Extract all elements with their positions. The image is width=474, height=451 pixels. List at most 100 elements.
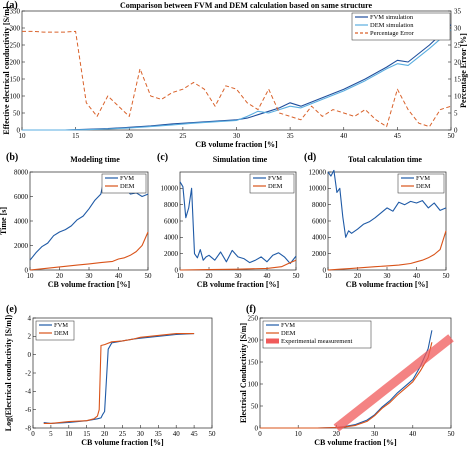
- legend-box: [262, 320, 372, 349]
- y-tick-label: 10000: [309, 185, 327, 193]
- x-axis-label: CB volume fraction [%]: [346, 280, 429, 289]
- panel-label: (c): [157, 152, 168, 163]
- legend-entry: FVM: [281, 322, 295, 329]
- y-tick-label: 4000: [14, 217, 29, 225]
- x-axis-label: CB volume fraction [%]: [314, 438, 397, 447]
- x-tick-label: 25: [179, 132, 187, 140]
- y-tick-label: 2: [28, 333, 32, 341]
- series-line-fvm: [327, 169, 447, 238]
- y-tick-label: 2000: [14, 242, 29, 250]
- y-tick-label: 4000: [164, 234, 179, 242]
- x-tick-label: 15: [72, 132, 80, 140]
- legend-entry: DEM: [281, 330, 296, 337]
- chart-title: Total calculation time: [348, 155, 422, 164]
- x-tick-label: 50: [209, 430, 217, 438]
- y-tick-label: 0: [17, 126, 21, 134]
- y-tick-label: -6: [25, 406, 31, 414]
- x-axis-label: CB volume fraction [%]: [48, 280, 131, 289]
- x-tick-label: 35: [287, 132, 295, 140]
- x-tick-label: 40: [173, 430, 181, 438]
- x-tick-label: 50: [448, 132, 456, 140]
- legend-entry: Percentage Error: [370, 30, 415, 37]
- x-axis-label: CB volume fraction [%]: [197, 280, 280, 289]
- y-tick-label: 250: [10, 41, 21, 49]
- x-tick-label: 40: [340, 132, 348, 140]
- x-tick-label: 40: [409, 430, 417, 438]
- y-tick-label: 50: [251, 402, 259, 410]
- panel-label: (f): [246, 304, 256, 315]
- y-tick-label: 150: [248, 358, 259, 366]
- y-tick-label: 100: [248, 380, 259, 388]
- x-tick-label: 30: [384, 272, 392, 280]
- series-line-dem: [43, 333, 195, 424]
- y-tick-label: 8000: [14, 168, 29, 176]
- legend-box: [35, 320, 75, 341]
- x-tick-label: 40: [413, 272, 421, 280]
- panel-label: (d): [304, 152, 316, 163]
- x-tick-label: 20: [333, 430, 341, 438]
- series-line-dem-simulation: [22, 29, 452, 131]
- panel-label: (e): [6, 304, 17, 315]
- y-right-tick-label: 20: [454, 58, 462, 66]
- y-axis-label: Effective electrical conductivity [S/m]: [2, 6, 11, 135]
- y-tick-label: -8: [25, 424, 31, 432]
- y-tick-label: 8000: [164, 201, 179, 209]
- y-tick-label: 6000: [312, 217, 327, 225]
- x-tick-label: 10: [19, 132, 27, 140]
- x-tick-label: 50: [145, 272, 153, 280]
- x-tick-label: 25: [119, 430, 127, 438]
- x-tick-label: 10: [65, 430, 73, 438]
- legend-box: [249, 173, 295, 194]
- y-tick-label: 0: [25, 266, 29, 274]
- y-tick-label: 4: [28, 314, 32, 322]
- legend-entry: DEM: [416, 183, 431, 190]
- x-tick-label: 50: [448, 430, 456, 438]
- series-line-fvm: [179, 181, 297, 265]
- x-tick-label: 20: [126, 132, 134, 140]
- y-tick-label: 6000: [164, 217, 179, 225]
- series-line-experimental-measurement: [333, 334, 454, 432]
- y-tick-label: 10000: [161, 185, 179, 193]
- x-tick-label: 0: [258, 430, 262, 438]
- y-tick-label: 2000: [312, 250, 327, 258]
- y-tick-label: 50: [13, 109, 21, 117]
- legend-entry: DEM: [54, 330, 69, 337]
- x-tick-label: 20: [101, 430, 109, 438]
- y-right-axis-label: Percentage Error [%]: [459, 33, 468, 108]
- x-tick-label: 35: [155, 430, 163, 438]
- x-tick-label: 15: [83, 430, 91, 438]
- chart-title: Comparison between FVM and DEM calculati…: [120, 1, 373, 10]
- y-tick-label: 200: [10, 58, 21, 66]
- panel-label: (a): [6, 0, 18, 11]
- y-axis-label: Log(Electrical conductivity [S/m]): [4, 314, 13, 431]
- legend-entry: FVM: [120, 175, 134, 182]
- y-tick-label: 150: [10, 75, 21, 83]
- y-right-tick-label: 5: [454, 109, 458, 117]
- x-tick-label: 50: [293, 272, 301, 280]
- y-right-tick-label: 0: [454, 126, 458, 134]
- y-tick-label: 350: [10, 7, 21, 15]
- legend-entry: FVM: [268, 175, 282, 182]
- series-line-dem: [179, 259, 297, 271]
- series-line-percentage-error: [22, 30, 452, 128]
- x-tick-label: 30: [233, 132, 241, 140]
- y-tick-label: -2: [25, 369, 31, 377]
- y-tick-label: 250: [248, 314, 259, 322]
- x-tick-label: 40: [264, 272, 272, 280]
- y-tick-label: 4000: [312, 234, 327, 242]
- y-right-tick-label: 15: [454, 75, 462, 83]
- y-tick-label: 2000: [164, 250, 179, 258]
- y-tick-label: 0: [255, 424, 259, 432]
- x-tick-label: 30: [137, 430, 145, 438]
- y-tick-label: 12000: [309, 168, 327, 176]
- y-tick-label: -4: [25, 388, 31, 396]
- x-tick-label: 10: [177, 272, 185, 280]
- x-tick-label: 20: [206, 272, 214, 280]
- y-tick-label: 8000: [312, 201, 327, 209]
- y-right-tick-label: 10: [454, 92, 462, 100]
- x-tick-label: 30: [371, 430, 379, 438]
- y-tick-label: 0: [323, 266, 327, 274]
- x-tick-label: 30: [86, 272, 94, 280]
- legend-box: [101, 173, 147, 194]
